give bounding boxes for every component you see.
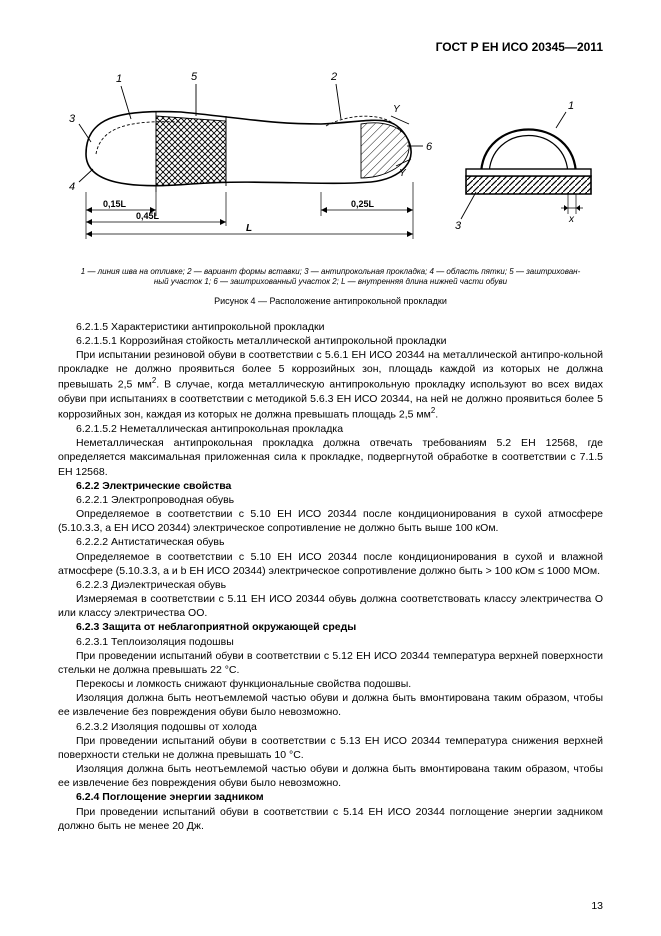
body-text: 6.2.1.5 Характеристики антипрокольной пр… — [58, 320, 603, 833]
para-6231-b: Перекосы и ломкость снижают функциональн… — [58, 677, 603, 691]
para-6222: Определяемое в соответствии с 5.10 ЕН ИС… — [58, 550, 603, 578]
page: ГОСТ Р ЕН ИСО 20345—2011 — [0, 0, 661, 936]
heading-6222: 6.2.2.2 Антистатическая обувь — [58, 535, 603, 549]
figure-caption: Рисунок 4 — Расположение антипрокольной … — [58, 296, 603, 306]
fig-dim-Y2: Y — [399, 168, 407, 179]
figure-svg: 1 5 2 3 4 6 Y Y 0,15L — [61, 64, 601, 254]
document-code: ГОСТ Р ЕН ИСО 20345—2011 — [58, 40, 603, 54]
para-6231-a: При проведении испытаний обуви в соответ… — [58, 649, 603, 677]
figure-legend: 1 — линия шва на отливке; 2 — вариант фо… — [58, 267, 603, 288]
fig-right-dim-x: x — [568, 214, 575, 225]
para-62151: При испытании резиновой обуви в соответс… — [58, 348, 603, 422]
heading-62151: 6.2.1.5.1 Коррозийная стойкость металлич… — [58, 334, 603, 348]
heading-6215: 6.2.1.5 Характеристики антипрокольной пр… — [58, 320, 603, 334]
para-6223: Измеряемая в соответствии с 5.11 ЕН ИСО … — [58, 592, 603, 620]
para-6232-b: Изоляция должна быть неотъемлемой частью… — [58, 762, 603, 790]
para-62152: Неметаллическая антипрокольная прокладка… — [58, 436, 603, 479]
figure-4: 1 5 2 3 4 6 Y Y 0,15L — [58, 64, 603, 259]
heading-622: 6.2.2 Электрические свойства — [58, 479, 603, 493]
heading-6221: 6.2.2.1 Электропроводная обувь — [58, 493, 603, 507]
fig-right-label-1: 1 — [568, 100, 574, 112]
para-624: При проведении испытаний обуви в соответ… — [58, 805, 603, 833]
fig-dim-Y1: Y — [393, 104, 401, 115]
fig-dim-015l: 0,15L — [103, 199, 127, 209]
para-6221: Определяемое в соответствии с 5.10 ЕН ИС… — [58, 507, 603, 535]
fig-label-2: 2 — [330, 71, 337, 83]
fig-dim-025l: 0,25L — [351, 199, 375, 209]
heading-62152: 6.2.1.5.2 Неметаллическая антипрокольная… — [58, 422, 603, 436]
fig-label-4: 4 — [69, 181, 75, 193]
heading-623: 6.2.3 Защита от неблагоприятной окружающ… — [58, 620, 603, 634]
fig-right-label-3: 3 — [455, 220, 462, 232]
heading-6232: 6.2.3.2 Изоляция подошвы от холода — [58, 720, 603, 734]
heading-6223: 6.2.2.3 Диэлектрическая обувь — [58, 578, 603, 592]
fig-dim-045l: 0,45L — [136, 211, 160, 221]
fig-dim-L: L — [246, 223, 252, 234]
fig-label-3: 3 — [69, 113, 76, 125]
heading-6231: 6.2.3.1 Теплоизоляция подошвы — [58, 635, 603, 649]
page-number: 13 — [591, 900, 603, 912]
fig-label-5: 5 — [191, 71, 198, 83]
para-6232-a: При проведении испытаний обуви в соответ… — [58, 734, 603, 762]
heading-624: 6.2.4 Поглощение энергии задником — [58, 790, 603, 804]
para-6231-c: Изоляция должна быть неотъемлемой частью… — [58, 691, 603, 719]
fig-label-1: 1 — [116, 73, 122, 85]
fig-label-6: 6 — [426, 141, 433, 153]
